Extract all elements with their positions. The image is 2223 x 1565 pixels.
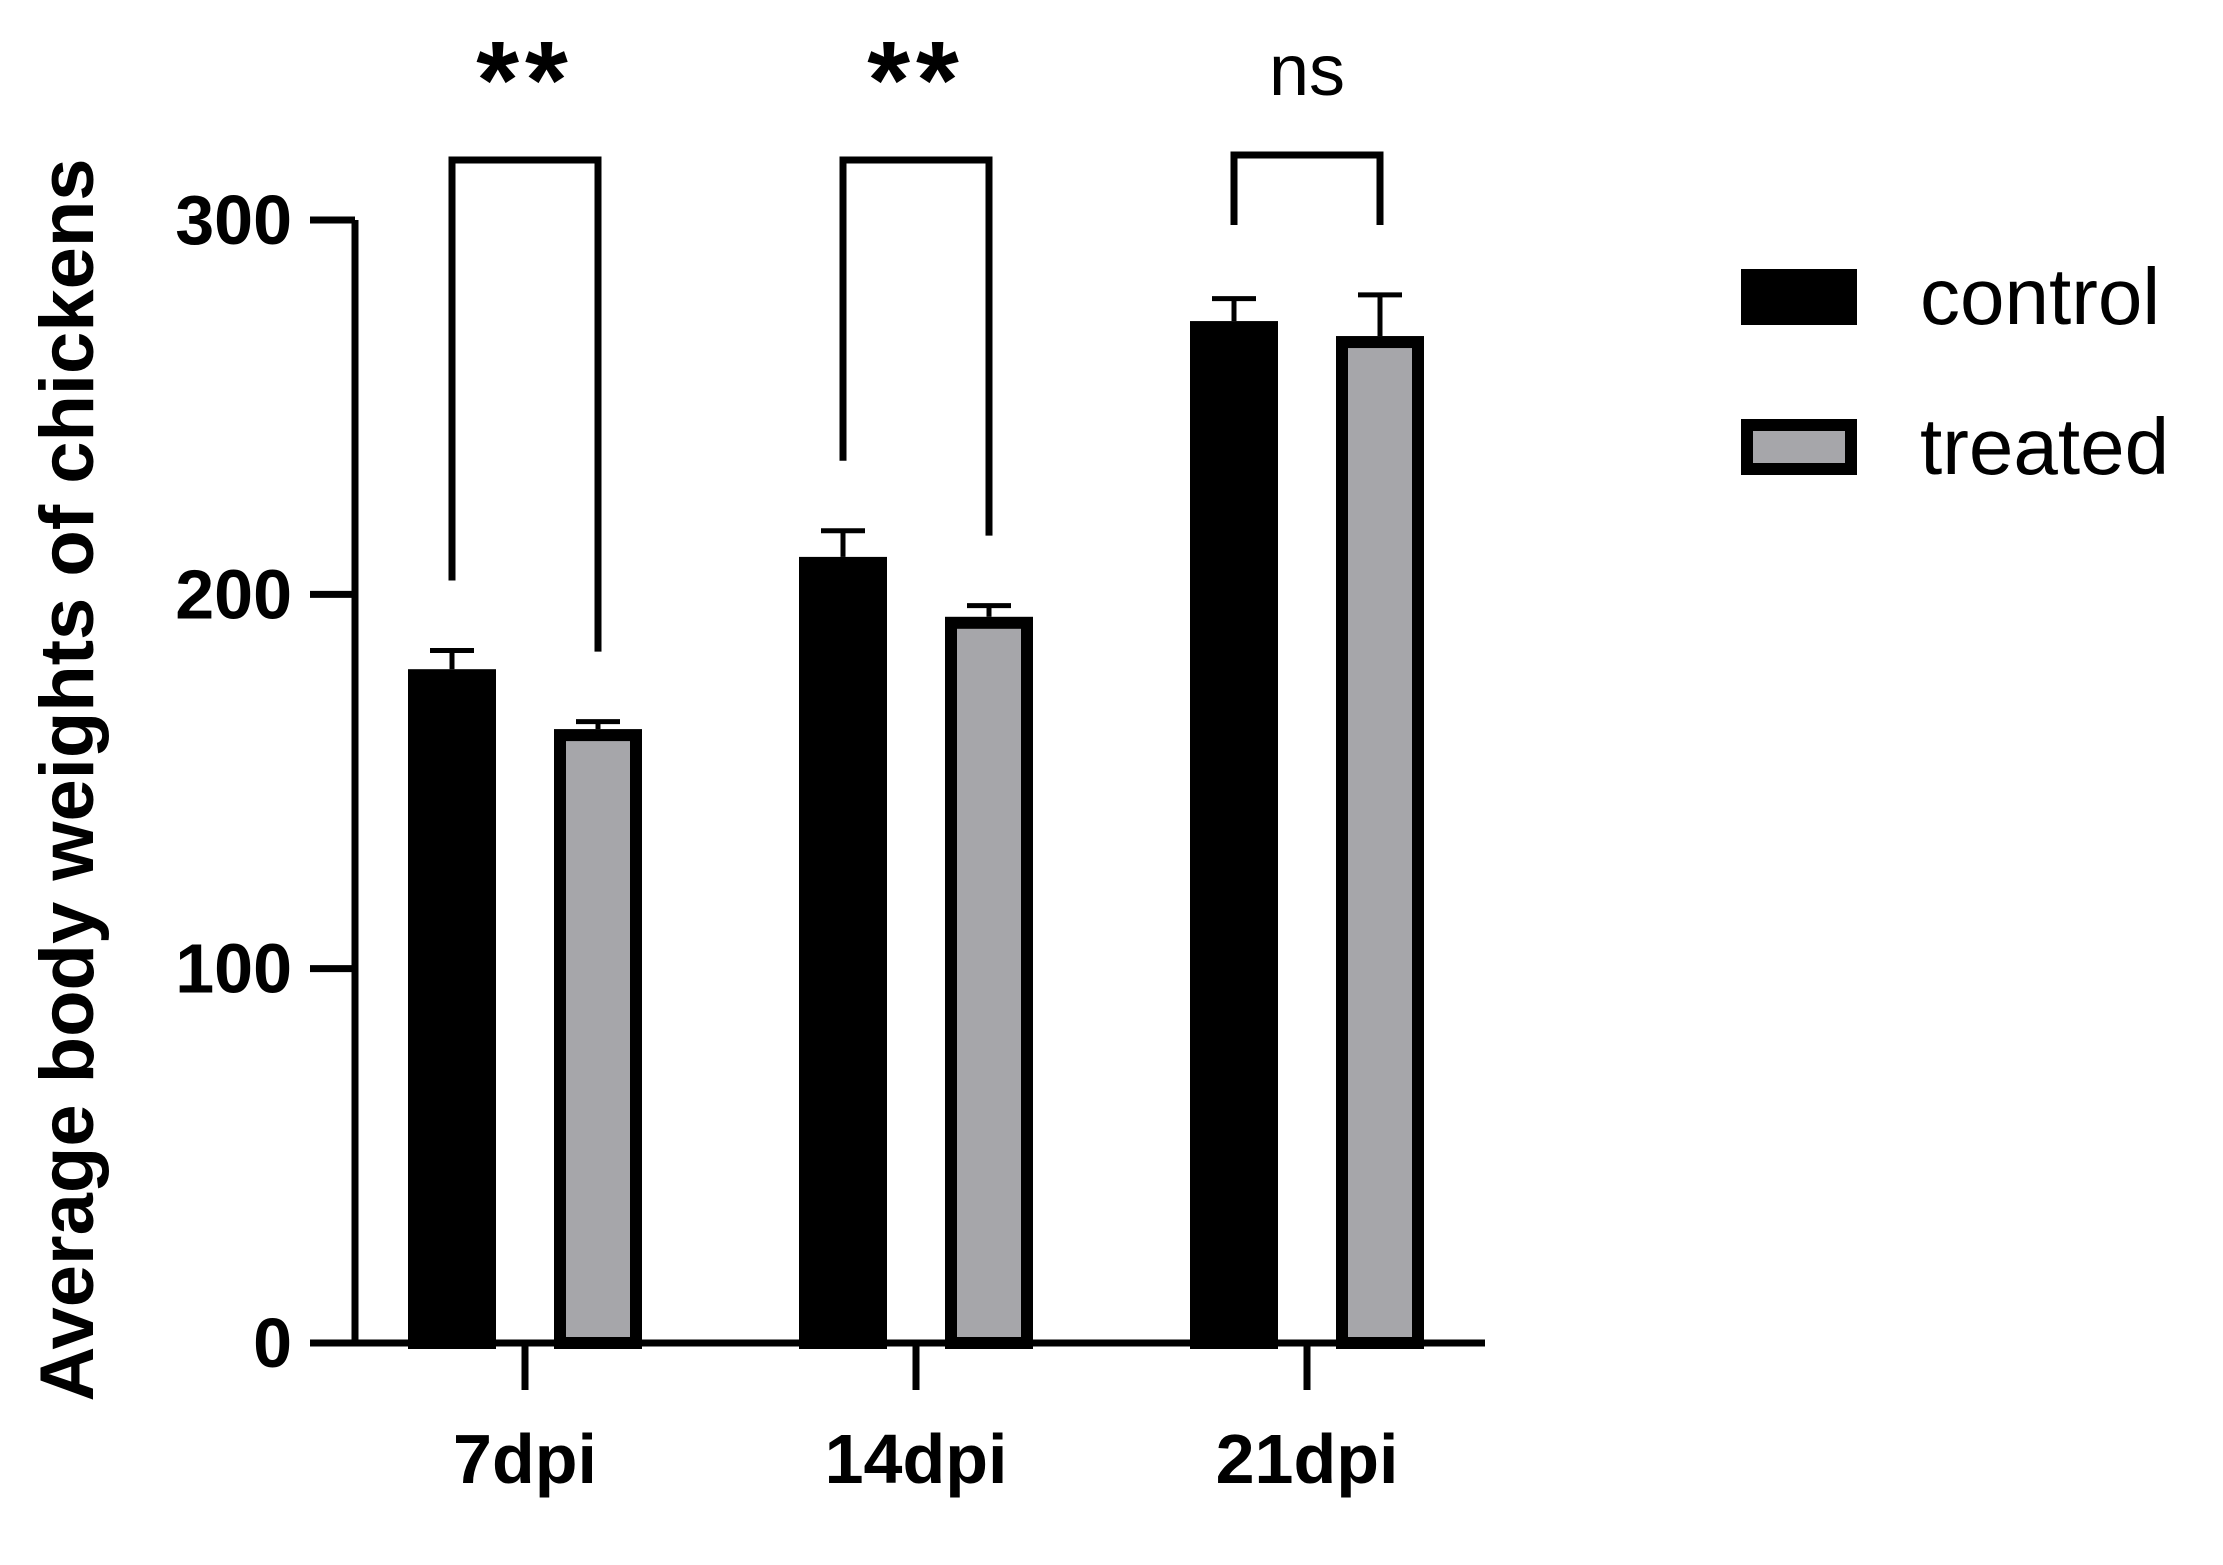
y-tick-label: 300 <box>175 181 292 259</box>
bar-control-21dpi <box>1190 321 1278 1349</box>
x-tick-label: 14dpi <box>825 1420 1008 1498</box>
legend-label-control: control <box>1920 252 2160 341</box>
significance-bracket <box>1230 151 1384 225</box>
bar-control-7dpi <box>408 669 496 1349</box>
legend: control treated <box>1741 252 2169 491</box>
y-tick-label: 200 <box>175 555 292 633</box>
bar-treated-7dpi <box>554 729 642 1349</box>
y-axis-label: Average body weights of chickens <box>25 158 110 1401</box>
bar-treated-14dpi <box>945 616 1033 1349</box>
axes: 0 100 200 300 7dpi 14dpi 21dpi <box>175 181 1485 1498</box>
x-tick-label: 7dpi <box>453 1420 597 1498</box>
y-tick-label: 0 <box>253 1304 292 1382</box>
significance-label: ** <box>867 19 965 142</box>
bar-control-14dpi <box>799 556 887 1349</box>
significance-label: ** <box>476 19 574 142</box>
plot-area: ** ** ns <box>408 19 1424 1349</box>
y-tick-label: 100 <box>175 930 292 1008</box>
x-tick-label: 21dpi <box>1216 1420 1399 1498</box>
bar-treated-21dpi <box>1336 336 1424 1349</box>
significance-bracket <box>448 156 602 652</box>
significance-label: ns <box>1269 31 1345 111</box>
legend-swatch-control <box>1741 269 1857 325</box>
legend-label-treated: treated <box>1920 402 2169 491</box>
significance-bracket <box>839 156 993 536</box>
legend-swatch-treated <box>1741 419 1857 475</box>
